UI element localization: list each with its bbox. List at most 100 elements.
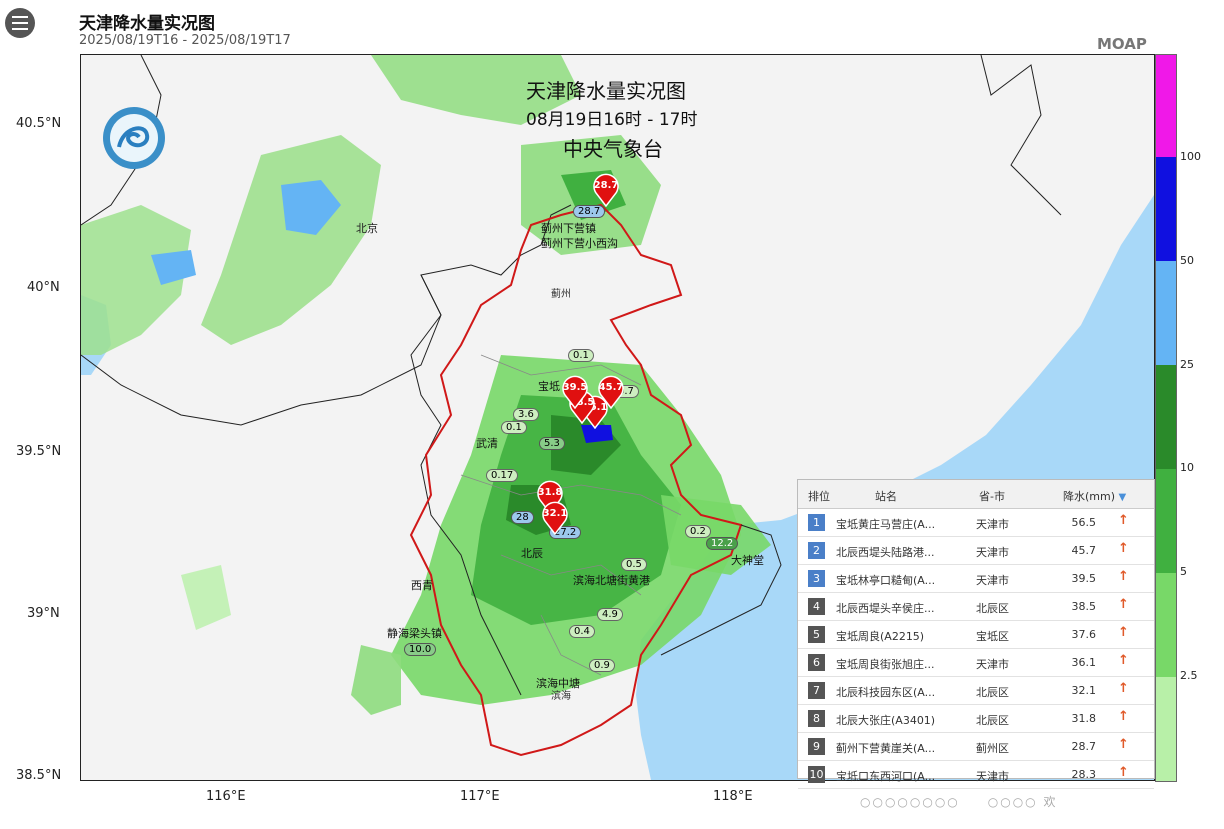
menu-icon [12, 16, 28, 30]
station-value[interactable]: 0.1 [501, 421, 527, 434]
header-region: 省-市 [979, 490, 1005, 503]
header-precip: 降水(mm) [1063, 490, 1116, 503]
overlay-title: 天津降水量实况图 [526, 79, 686, 103]
station-value[interactable]: 28.7 [573, 205, 606, 218]
station-value[interactable]: 3.6 [513, 408, 539, 421]
watermark-text: 欢 [1043, 795, 1058, 809]
ranking-row[interactable]: 5 宝坻周良(A2215) 宝坻区 37.6 ↑ [798, 621, 1154, 649]
trend-up-icon: ↑ [1118, 765, 1129, 780]
trend-up-icon: ↑ [1118, 597, 1129, 612]
lat-label: 40.5°N [16, 116, 62, 131]
lat-label: 39°N [27, 606, 60, 621]
station-value[interactable]: 0.1 [568, 349, 594, 362]
region-cell: 天津市 [976, 574, 1009, 587]
trend-up-icon: ↑ [1118, 625, 1129, 640]
header-precip-sort[interactable]: 降水(mm) ▼ [1063, 488, 1126, 504]
legend-tick: 50 [1180, 254, 1194, 267]
legend-tick: 5 [1180, 565, 1187, 578]
station-name: 滨海北塘街黄港 [573, 574, 650, 587]
ranking-row[interactable]: 1 宝坻黄庄马营庄(A... 天津市 56.5 ↑ [798, 509, 1154, 537]
watermark: ○○○○○○○○ ○○○○ 欢 [860, 793, 1058, 810]
station-name: 蓟州下营镇 [541, 222, 596, 235]
province-borders [81, 55, 1062, 696]
brand-label: MOAP [1097, 35, 1147, 53]
station-name-cell: 蓟州下营黄崖关(A... [836, 742, 936, 755]
region-cell: 蓟州区 [976, 742, 1009, 755]
ranking-row[interactable]: 6 宝坻周良街张旭庄... 天津市 36.1 ↑ [798, 649, 1154, 677]
ranking-row[interactable]: 2 北辰西堤头陆路港... 天津市 45.7 ↑ [798, 537, 1154, 565]
marker-value: 28.7 [593, 180, 619, 191]
ranking-row[interactable]: 3 宝坻林亭口糙甸(A... 天津市 39.5 ↑ [798, 565, 1154, 593]
region-cell: 天津市 [976, 770, 1009, 783]
station-name: 大神堂 [731, 554, 764, 567]
lon-label: 118°E [713, 789, 753, 804]
precipitation-map[interactable]: 天津降水量实况图 08月19日16时 - 17时 中央气象台 北京 蓟州 滨海 … [80, 54, 1155, 781]
rank-badge: 10 [808, 766, 825, 783]
legend-tick: 10 [1180, 461, 1194, 474]
legend-swatch [1156, 469, 1176, 573]
menu-button[interactable] [5, 8, 35, 38]
rank-badge: 4 [808, 598, 825, 615]
rain-marker[interactable]: 32.1 [541, 501, 569, 535]
region-cell: 天津市 [976, 518, 1009, 531]
rain-marker[interactable]: 28.7 [592, 173, 620, 207]
time-range: 2025/08/19T16 - 2025/08/19T17 [79, 33, 291, 48]
station-value[interactable]: 12.2 [706, 537, 739, 550]
rank-badge: 6 [808, 654, 825, 671]
precip-value-cell: 32.1 [1071, 684, 1097, 697]
station-value[interactable]: 0.4 [569, 625, 595, 638]
station-name: 蓟州下营小西沟 [541, 237, 618, 250]
ranking-row[interactable]: 9 蓟州下营黄崖关(A... 蓟州区 28.7 ↑ [798, 733, 1154, 761]
station-name-cell: 宝坻林亭口糙甸(A... [836, 574, 936, 587]
precip-value-cell: 37.6 [1071, 628, 1097, 641]
precip-value-cell: 36.1 [1071, 656, 1097, 669]
ranking-row[interactable]: 8 北辰大张庄(A3401) 北辰区 31.8 ↑ [798, 705, 1154, 733]
trend-up-icon: ↑ [1118, 541, 1129, 556]
lat-label: 39.5°N [16, 444, 62, 459]
station-value[interactable]: 0.5 [621, 558, 647, 571]
station-value[interactable]: 0.17 [486, 469, 519, 482]
station-value[interactable]: 0.9 [589, 659, 615, 672]
watermark-dots: ○○○○○○○○ ○○○○ [860, 795, 1038, 809]
lat-label: 38.5°N [16, 768, 62, 783]
station-name-cell: 宝坻周良街张旭庄... [836, 658, 935, 671]
page-title: 天津降水量实况图 [79, 14, 215, 34]
marker-value: 38.5 [569, 397, 595, 408]
coastline [660, 524, 782, 656]
station-value[interactable]: 5.3 [539, 437, 565, 450]
ranking-row[interactable]: 7 北辰科技园东区(A... 北辰区 32.1 ↑ [798, 677, 1154, 705]
region-cell: 天津市 [976, 546, 1009, 559]
color-legend [1155, 54, 1177, 782]
station-name-cell: 宝坻周良(A2215) [836, 630, 925, 643]
station-value[interactable]: 0.2 [685, 525, 711, 538]
rain-marker[interactable]: 45.7 [597, 375, 625, 409]
legend-tick: 2.5 [1180, 669, 1198, 682]
station-name-cell: 北辰西堤头陆路港... [836, 546, 935, 559]
rank-badge: 3 [808, 570, 825, 587]
lon-label: 117°E [460, 789, 500, 804]
place-label-beijing: 北京 [356, 222, 378, 235]
legend-tick: 100 [1180, 150, 1201, 163]
region-cell: 天津市 [976, 658, 1009, 671]
station-value[interactable]: 10.0 [404, 643, 437, 656]
ranking-row[interactable]: 10 宝坻口东西河口(A... 天津市 28.3 ↑ [798, 761, 1154, 789]
lat-label: 40°N [27, 280, 60, 295]
legend-swatch [1156, 573, 1176, 677]
legend-swatch [1156, 677, 1176, 781]
trend-up-icon: ↑ [1118, 513, 1129, 528]
station-name: 静海梁头镇 [387, 627, 442, 640]
station-value[interactable]: 28 [511, 511, 534, 524]
station-value[interactable]: 4.9 [597, 608, 623, 621]
legend-swatch [1156, 261, 1176, 365]
rain-marker[interactable]: 39.5 [561, 375, 589, 409]
place-label-binhai: 滨海 [551, 691, 571, 702]
station-name-cell: 北辰科技园东区(A... [836, 686, 936, 699]
station-name: 武清 [476, 437, 498, 450]
precip-value-cell: 56.5 [1071, 516, 1097, 529]
ranking-body: 1 宝坻黄庄马营庄(A... 天津市 56.5 ↑ 2 北辰西堤头陆路港... 天津市 45.7… [798, 509, 1154, 789]
marker-value: 39.5 [562, 382, 588, 393]
ranking-row[interactable]: 4 北辰西堤头辛侯庄... 北辰区 38.5 ↑ [798, 593, 1154, 621]
district-lines [460, 354, 682, 676]
region-cell: 北辰区 [976, 714, 1009, 727]
precip-value-cell: 28.7 [1071, 740, 1097, 753]
